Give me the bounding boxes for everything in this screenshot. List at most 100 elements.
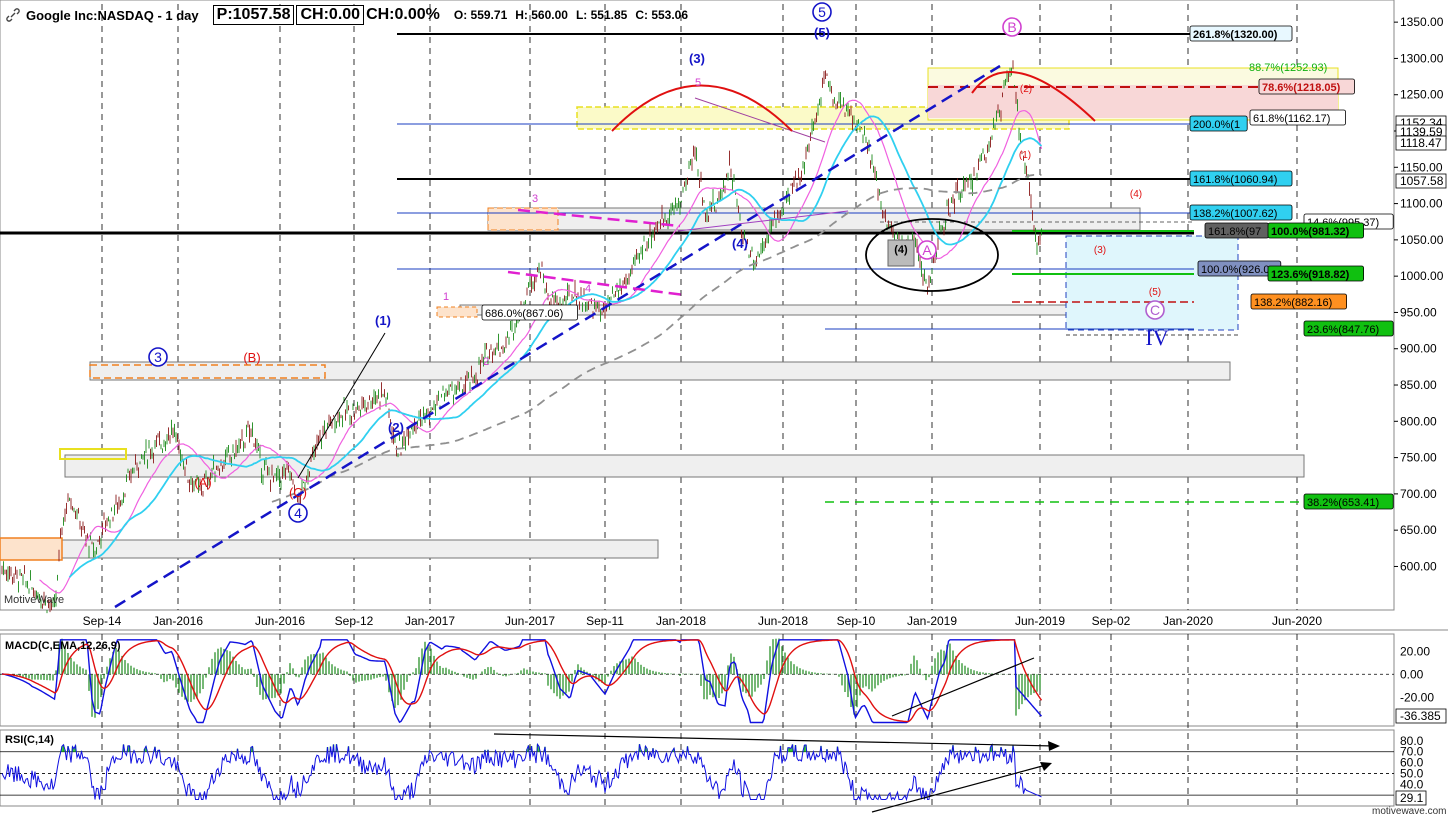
y-tick-label: 650.00 (1400, 523, 1437, 537)
level-label: 200.0%(1 (1193, 119, 1240, 131)
y-tick-label: 1050.00 (1400, 233, 1444, 247)
level-label: 78.6%(1218.05) (1262, 82, 1341, 94)
y-tick-label: 1150.00 (1400, 160, 1443, 174)
thin-trendline (677, 210, 849, 232)
level-label: 38.2%(653.41) (1307, 497, 1379, 509)
rsi-trendline-arrow (1048, 741, 1060, 751)
gray-zone (64, 454, 1305, 478)
wave-label-roman: IV (1145, 325, 1168, 350)
link-icon[interactable] (6, 8, 20, 22)
rsi-title: RSI(C,14) (5, 734, 54, 746)
high-readout: H: 560.00 (515, 8, 568, 22)
level-label: 138.2%(882.16) (1254, 297, 1332, 309)
x-tick-label: Sep-02 (1092, 614, 1131, 628)
wave-box (887, 239, 915, 267)
symbol-title: Google Inc:NASDAQ - 1 day (26, 7, 199, 23)
macd-title: MACD(C,EMA,12,26,9) (5, 640, 121, 652)
wave-label-red: (5) (1149, 287, 1161, 298)
wave-label-small: 1 (443, 291, 449, 303)
rsi-tick-label: 60.0 (1400, 756, 1424, 770)
macd-panel (0, 633, 1395, 727)
wave-label-red: (A) (194, 475, 211, 490)
level-label: 686.0%(867.06) (485, 308, 563, 320)
level-label: 138.2%(1007.62) (1193, 208, 1277, 220)
rsi-value-box (1395, 790, 1427, 806)
wave-label-circled: 4 (294, 505, 302, 521)
rsi-panel (0, 729, 1395, 807)
x-tick-label: Jan-2018 (656, 614, 706, 628)
wave-label-red: (3) (1094, 245, 1106, 256)
level-label-box (1189, 115, 1248, 132)
wave-label-circled-circle (917, 240, 937, 260)
level-label-box (1189, 204, 1293, 221)
wave-label-blue: (2) (388, 420, 404, 435)
watermark-right: motivewave.com (1372, 806, 1447, 817)
y-tick-label: 750.00 (1400, 451, 1437, 465)
level-label: 123.6%(918.82) (1271, 269, 1350, 281)
level-label: 61.8%(1162.17) (1253, 113, 1330, 125)
y-tick-label: 800.00 (1400, 414, 1437, 428)
rsi-trendline-arrow (1040, 762, 1052, 771)
y-tick-label: 850.00 (1400, 378, 1437, 392)
wave-label-small: 2 (483, 356, 489, 368)
wave-label-circled: C (1150, 302, 1160, 318)
rsi-value: 29.1 (1400, 791, 1424, 805)
y-tick-label: 1000.00 (1400, 269, 1444, 283)
rsi-tick-label: 40.0 (1400, 777, 1424, 791)
blue-trendline (114, 64, 1001, 609)
orange-zone (89, 364, 326, 379)
wave-label-circled-circle (812, 2, 832, 22)
low-readout: L: 551.85 (575, 8, 628, 22)
level-label: 88.7%(1252.93) (1249, 62, 1327, 74)
watermark-left: MotiveWave (4, 594, 65, 606)
level-label-box (1267, 222, 1364, 239)
wave-label-circled: 3 (154, 349, 162, 365)
wave-label-red: (4) (1130, 189, 1142, 200)
level-label-box (1303, 493, 1394, 510)
wave-label-circled: B (1007, 19, 1016, 35)
wave-label-blue: (5) (814, 25, 830, 40)
y-tick-label: 1350.00 (1400, 15, 1444, 29)
red-arc (971, 71, 1096, 122)
wave-label-red: (2) (1020, 84, 1032, 95)
y-tick-label: 1100.00 (1400, 197, 1443, 211)
rsi-tick-label: 70.0 (1400, 745, 1424, 759)
x-tick-label: Jun-2017 (505, 614, 555, 628)
wave-label-red: (C) (289, 485, 307, 500)
wave-label-circled-circle (288, 503, 308, 523)
level-label-box (481, 304, 578, 321)
wave-label-circled: 5 (818, 4, 826, 20)
x-tick-label: Jun-2018 (758, 614, 808, 628)
x-tick-label: Jan-2020 (1163, 614, 1213, 628)
level-label: 261.8%(1320.00) (1193, 29, 1278, 41)
x-tick-label: Jun-2020 (1272, 614, 1322, 628)
wave-label-small: 3 (532, 193, 538, 205)
ma-slow-line (271, 173, 1042, 503)
x-tick-label: Sep-10 (837, 614, 876, 628)
magenta-channel-line (517, 208, 681, 228)
change-readout: CH:0.00 (296, 5, 365, 25)
x-tick-label: Sep-11 (586, 614, 624, 628)
y-tick-label: 900.00 (1400, 342, 1437, 356)
wave-label-small: 5 (695, 77, 701, 89)
rsi-trendline (871, 764, 1047, 813)
wave-label-circled: A (922, 242, 932, 258)
wave-box-label: (4) (894, 244, 908, 256)
orange-zone (436, 306, 478, 318)
level-label-box (1267, 265, 1364, 282)
wave-ellipse (865, 218, 999, 292)
wave-label-small: 4 (585, 283, 591, 295)
macd-value-box (1395, 708, 1447, 724)
axis-marker: 1057.58 (1400, 174, 1444, 188)
macd-tick-label: -20.00 (1400, 690, 1434, 704)
x-tick-label: Jun-2016 (255, 614, 305, 628)
level-label: 23.6%(847.76) (1307, 324, 1379, 336)
level-label-box (1249, 109, 1346, 126)
y-tick-label: 1300.00 (1400, 51, 1444, 65)
axis-marker: 1118.47 (1400, 136, 1442, 150)
level-label-box (1258, 78, 1355, 95)
yellow-zone (59, 448, 127, 460)
y-tick-label: 950.00 (1400, 305, 1437, 319)
gray-zone (59, 539, 659, 559)
